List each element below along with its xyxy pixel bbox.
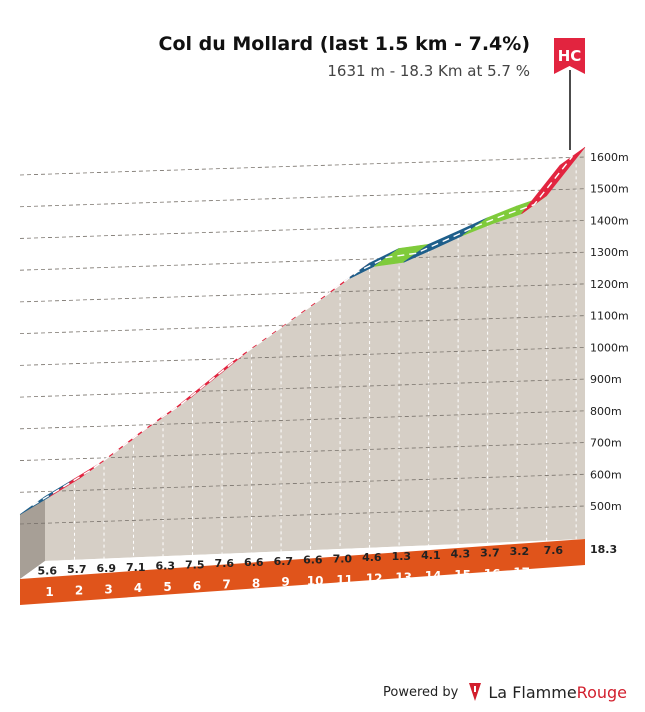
km-label: 17 <box>513 566 530 580</box>
elevation-grid-line <box>19 410 586 430</box>
brand-name-main: La Flamme <box>488 682 577 702</box>
gradient-label: 6.6 <box>303 554 323 567</box>
brand-name-accent: Rouge <box>576 682 627 702</box>
gradient-label: 5.7 <box>67 563 87 576</box>
elevation-grid-line <box>19 251 586 271</box>
elevation-grid-line <box>19 315 586 335</box>
gradient-label: 7.6 <box>215 557 235 570</box>
km-label: 7 <box>222 578 230 592</box>
distance-base-strip <box>20 539 585 605</box>
gradient-label: 7.1 <box>126 561 146 574</box>
elevation-grid-line <box>19 283 586 303</box>
y-tick-label: 700m <box>590 437 622 450</box>
gradient-label: 6.7 <box>274 555 294 568</box>
ribbon-center-dash <box>32 155 574 507</box>
y-tick-label: 1500m <box>590 183 629 196</box>
gradient-label: 1.3 <box>392 550 412 563</box>
y-tick-label: 1300m <box>590 246 629 259</box>
y-tick-label: 600m <box>590 468 622 481</box>
chart-subtitle: 1631 m - 18.3 Km at 5.7 % <box>327 62 530 80</box>
profile-area <box>45 147 585 561</box>
gradient-label: 3.7 <box>480 546 500 559</box>
gradient-label: 6.6 <box>244 556 264 569</box>
profile-fill <box>45 147 585 561</box>
y-tick-label: 1200m <box>590 278 629 291</box>
gradient-label: 7.5 <box>185 558 205 571</box>
elevation-grid-line <box>19 473 586 493</box>
base-orange-strip <box>20 539 585 605</box>
gradient-ribbon <box>19 146 586 515</box>
gradient-label: 4.3 <box>451 548 471 561</box>
flame-logo-icon <box>469 683 482 701</box>
powered-by-text: Powered by <box>383 684 459 700</box>
gradient-labels: 5.6 5.7 6.9 7.1 6.3 7.5 7.6 6.6 6.7 6.6 7.0 4.6 1.3 4… <box>38 544 564 578</box>
y-tick-label: 1100m <box>590 310 629 323</box>
gradient-segment <box>521 146 586 214</box>
total-distance-label: 18.3 <box>590 543 617 556</box>
km-labels: 1 2 3 4 5 6 7 8 9 10 11 12 13 14 15 16 17 <box>45 566 530 599</box>
grid-lines <box>19 156 586 560</box>
gradient-label: 5.6 <box>38 564 58 577</box>
y-tick-label: 1000m <box>590 341 629 354</box>
km-label: 1 <box>45 585 53 599</box>
elevation-grid-line <box>19 378 586 398</box>
km-label: 8 <box>252 576 260 590</box>
y-tick-label: 500m <box>590 500 622 513</box>
y-tick-label: 1600m <box>590 151 629 164</box>
hc-category-flag: HC <box>554 38 585 150</box>
footer-credit: Powered by La FlammeRouge <box>383 682 627 702</box>
y-tick-label: 1400m <box>590 214 629 227</box>
km-label: 2 <box>75 584 83 598</box>
y-tick-label: 900m <box>590 373 622 386</box>
gradient-label: 4.6 <box>362 551 382 564</box>
elevation-grid-line <box>19 188 586 208</box>
km-label: 12 <box>366 572 383 586</box>
km-label: 3 <box>104 582 112 596</box>
km-label: 4 <box>134 581 142 595</box>
km-label: 11 <box>336 573 353 587</box>
km-label: 15 <box>454 568 471 582</box>
km-label: 16 <box>484 567 501 581</box>
gradient-label: 7.6 <box>544 544 564 557</box>
gradient-label: 6.3 <box>156 560 176 573</box>
km-label: 10 <box>307 574 324 588</box>
brand-name: La FlammeRouge <box>488 683 627 702</box>
km-label: 14 <box>425 569 442 583</box>
elevation-grid-line <box>19 442 586 461</box>
chart-title: Col du Mollard (last 1.5 km - 7.4%) <box>158 33 530 55</box>
elevation-grid-line <box>19 156 586 176</box>
y-tick-label: 800m <box>590 405 622 418</box>
gradient-label: 4.1 <box>421 549 441 562</box>
km-label: 5 <box>163 580 171 594</box>
km-label: 9 <box>281 575 289 589</box>
elevation-grid-line <box>19 346 586 366</box>
gradient-label: 7.0 <box>333 552 353 565</box>
elevation-grid-line <box>19 505 586 525</box>
gradient-label: 3.2 <box>510 545 530 558</box>
km-label: 13 <box>395 570 412 584</box>
km-label: 6 <box>193 579 201 593</box>
y-axis-labels: 500m 600m 700m 800m 900m 1000m 1100m 1200m 1300m… <box>590 151 629 513</box>
profile-side-wall <box>20 496 45 579</box>
gradient-label: 6.9 <box>97 562 117 575</box>
hc-badge-text: HC <box>558 47 582 65</box>
profile-side-face <box>20 496 45 579</box>
